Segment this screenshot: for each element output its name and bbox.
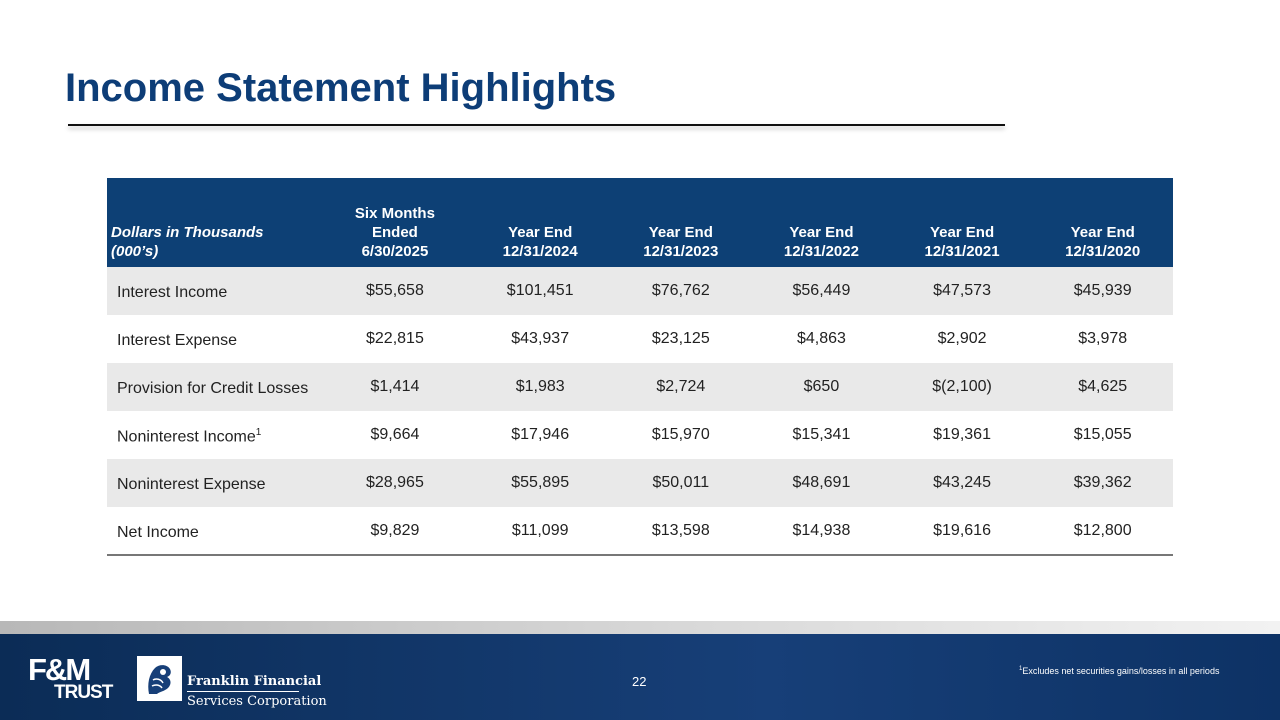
table-row: Noninterest Expense $28,965 $55,895 $50,011… <box>107 459 1173 507</box>
table-cell: $50,011 <box>652 474 710 491</box>
table-cell: $4,625 <box>1078 378 1128 395</box>
column-header: Year End 12/31/2021 <box>924 224 1000 260</box>
table-cell: $17,946 <box>511 426 570 443</box>
table-cell: $43,937 <box>511 330 570 347</box>
table-cell: $11,099 <box>469 507 611 556</box>
label-header-line2: (000’s) <box>111 243 159 260</box>
row-label: Noninterest Expense <box>117 476 266 493</box>
trust-logo-text: TRUST <box>54 682 113 703</box>
column-header: Year End 12/31/2020 <box>1065 224 1141 260</box>
label-header-line1: Dollars in Thousands <box>111 224 264 241</box>
table-cell: $650 <box>803 378 840 395</box>
company-name-rule <box>187 691 299 692</box>
table-cell: $3,978 <box>1078 330 1128 347</box>
column-header: Year End 12/31/2022 <box>783 224 859 260</box>
table-cell: $76,762 <box>651 282 710 299</box>
table-cell: $55,895 <box>511 474 570 491</box>
ffsc-emblem-icon <box>137 656 182 701</box>
fm-logo-text: F&M <box>28 652 91 687</box>
company-name-line1: Franklin Financial <box>187 674 322 689</box>
table-cell: $19,361 <box>933 426 991 443</box>
table-cell: $1,414 <box>370 378 420 395</box>
fm-trust-logo: F&M TRUST <box>28 652 113 705</box>
table-cell: $23,125 <box>651 330 710 347</box>
ffsc-logo-text: Franklin Financial Services Corporation <box>187 673 327 710</box>
label-column-header: Dollars in Thousands (000’s) <box>107 178 320 267</box>
row-label: Noninterest Income1 <box>117 427 262 446</box>
table-cell: $39,362 <box>1073 474 1132 491</box>
table-row: Interest Income $55,658 $101,451 $76,762 $56… <box>107 267 1173 315</box>
table-cell: $56,449 <box>792 282 851 299</box>
table-cell: $55,658 <box>366 282 424 299</box>
table-cell: $47,573 <box>933 282 991 299</box>
table-cell: $9,664 <box>370 426 420 443</box>
table-cell: $1,983 <box>515 378 565 395</box>
row-label: Net Income <box>107 507 320 556</box>
table-cell: $19,616 <box>891 507 1033 556</box>
table-row: Net Income $9,829 $11,099 $13,598 $14,938 $19… <box>107 507 1173 556</box>
table-cell: $48,691 <box>792 474 851 491</box>
footnote-reference: 1 <box>255 427 262 439</box>
table-row: Noninterest Income1 $9,664 $17,946 $15,970 $… <box>107 411 1173 459</box>
table-cell: $22,815 <box>366 330 424 347</box>
table-cell: $4,863 <box>796 330 846 347</box>
column-header: Year End 12/31/2024 <box>502 224 578 260</box>
table-cell: $15,970 <box>651 426 710 443</box>
row-label: Interest Income <box>117 284 228 301</box>
footer-divider <box>0 621 1280 634</box>
table-row: Provision for Credit Losses $1,414 $1,983 $… <box>107 363 1173 411</box>
table-cell: $15,055 <box>1073 426 1132 443</box>
income-statement-table: Dollars in Thousands (000’s) Six Months … <box>107 178 1173 556</box>
page-number: 22 <box>632 674 647 689</box>
footnote: 1Excludes net securities gains/losses in… <box>1019 666 1219 676</box>
column-header: Year End 12/31/2023 <box>643 224 719 260</box>
table-cell: $45,939 <box>1073 282 1132 299</box>
table-cell: $9,829 <box>320 507 470 556</box>
table-cell: $2,724 <box>656 378 706 395</box>
table-row: Interest Expense $22,815 $43,937 $23,125 $4,… <box>107 315 1173 363</box>
table-cell: $15,341 <box>792 426 851 443</box>
table-cell: $14,938 <box>751 507 892 556</box>
company-name-line2: Services Corporation <box>187 694 327 709</box>
footnote-text: Excludes net securities gains/losses in … <box>1022 666 1220 676</box>
page-title: Income Statement Highlights <box>65 66 617 110</box>
table-cell: $28,965 <box>366 474 424 491</box>
title-underline <box>68 124 1005 126</box>
column-header: Six Months Ended 6/30/2025 <box>354 205 435 260</box>
table-cell: $(2,100) <box>932 378 992 395</box>
table-cell: $43,245 <box>933 474 991 491</box>
table-cell: $13,598 <box>610 507 752 556</box>
footer-bar: F&M TRUST Franklin Financial Services Co… <box>0 634 1280 720</box>
table-cell: $12,800 <box>1032 507 1173 556</box>
row-label: Interest Expense <box>117 332 238 349</box>
footnote-mark: 1 <box>1019 666 1023 672</box>
table-body: Interest Income $55,658 $101,451 $76,762 $56… <box>107 267 1173 556</box>
row-label: Provision for Credit Losses <box>117 380 309 397</box>
table-cell: $2,902 <box>937 330 987 347</box>
table-header-row: Dollars in Thousands (000’s) Six Months … <box>107 178 1173 267</box>
table-cell: $101,451 <box>506 282 574 299</box>
